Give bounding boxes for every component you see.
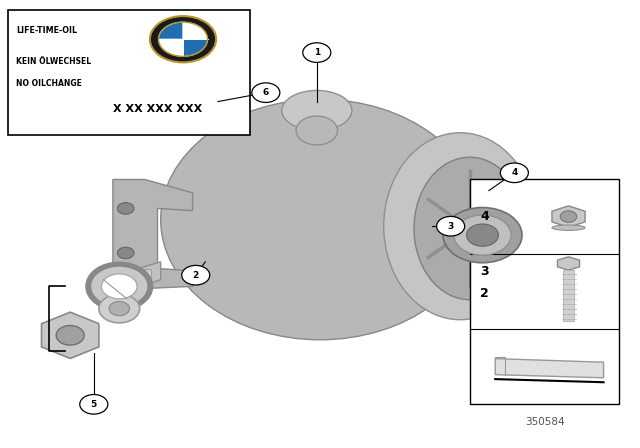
Wedge shape bbox=[183, 22, 207, 39]
Circle shape bbox=[117, 247, 134, 259]
Ellipse shape bbox=[552, 225, 585, 230]
Ellipse shape bbox=[282, 90, 352, 130]
Circle shape bbox=[252, 83, 280, 103]
Text: 350584: 350584 bbox=[525, 417, 564, 427]
Bar bbox=[100, 270, 116, 274]
Circle shape bbox=[92, 267, 147, 306]
Circle shape bbox=[467, 224, 499, 246]
Circle shape bbox=[80, 395, 108, 414]
Ellipse shape bbox=[414, 157, 525, 300]
Circle shape bbox=[500, 163, 529, 183]
Circle shape bbox=[436, 216, 465, 236]
Text: KEIN ÖLWECHSEL: KEIN ÖLWECHSEL bbox=[16, 57, 91, 66]
Circle shape bbox=[454, 215, 511, 255]
Text: LIFE-TIME-OIL: LIFE-TIME-OIL bbox=[16, 26, 77, 35]
Wedge shape bbox=[159, 22, 183, 39]
Circle shape bbox=[150, 16, 216, 62]
Bar bbox=[470, 180, 620, 404]
Text: 4: 4 bbox=[511, 168, 518, 177]
Text: 3: 3 bbox=[480, 265, 488, 278]
Bar bbox=[116, 268, 151, 276]
Polygon shape bbox=[119, 262, 161, 293]
Circle shape bbox=[303, 43, 331, 62]
Circle shape bbox=[99, 294, 140, 323]
Text: 2: 2 bbox=[480, 287, 489, 300]
Text: 5: 5 bbox=[91, 400, 97, 409]
Wedge shape bbox=[183, 39, 207, 56]
FancyBboxPatch shape bbox=[8, 10, 250, 135]
Text: 3: 3 bbox=[447, 222, 454, 231]
Polygon shape bbox=[495, 359, 604, 378]
Circle shape bbox=[443, 207, 522, 263]
Wedge shape bbox=[159, 39, 183, 56]
Text: 6: 6 bbox=[262, 88, 269, 97]
Circle shape bbox=[117, 202, 134, 214]
Polygon shape bbox=[113, 180, 193, 289]
Polygon shape bbox=[557, 257, 580, 270]
Circle shape bbox=[101, 274, 137, 299]
Text: NO OILCHANGE: NO OILCHANGE bbox=[16, 79, 82, 88]
Text: 2: 2 bbox=[193, 271, 199, 280]
Polygon shape bbox=[552, 206, 585, 227]
Polygon shape bbox=[42, 312, 99, 358]
Ellipse shape bbox=[161, 99, 479, 340]
Circle shape bbox=[109, 302, 129, 316]
Ellipse shape bbox=[384, 133, 537, 320]
Ellipse shape bbox=[296, 116, 337, 145]
Circle shape bbox=[560, 211, 577, 222]
Text: 4: 4 bbox=[480, 210, 489, 223]
Text: 1: 1 bbox=[314, 48, 320, 57]
Circle shape bbox=[56, 326, 84, 345]
Circle shape bbox=[182, 265, 210, 285]
Bar bbox=[563, 270, 574, 321]
Text: X XX XXX XXX: X XX XXX XXX bbox=[113, 103, 202, 114]
